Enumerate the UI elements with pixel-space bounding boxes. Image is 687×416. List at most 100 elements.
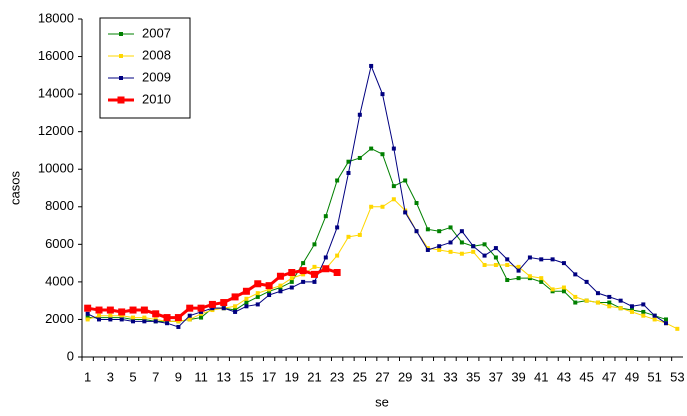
point xyxy=(437,247,442,252)
point xyxy=(448,225,453,230)
y-tick-label: 12000 xyxy=(38,123,74,138)
point xyxy=(505,262,510,267)
point xyxy=(493,255,498,260)
x-tick-label: 39 xyxy=(511,369,525,384)
x-tick-label: 9 xyxy=(175,369,182,384)
point xyxy=(527,274,532,279)
point xyxy=(539,279,544,284)
x-tick-label: 41 xyxy=(534,369,548,384)
point xyxy=(369,63,374,68)
point xyxy=(323,255,328,260)
point xyxy=(459,229,464,234)
point xyxy=(289,276,294,281)
point xyxy=(163,314,171,322)
point xyxy=(663,321,668,326)
point xyxy=(527,255,532,260)
point xyxy=(391,197,396,202)
legend-label: 2009 xyxy=(142,69,171,84)
x-tick-label: 3 xyxy=(107,369,114,384)
point xyxy=(187,317,192,322)
series-line xyxy=(87,64,667,328)
point xyxy=(516,264,521,269)
point xyxy=(391,184,396,189)
point xyxy=(414,201,419,206)
point xyxy=(335,178,340,183)
point xyxy=(403,178,408,183)
point xyxy=(652,313,657,318)
point xyxy=(539,257,544,262)
legend-marker xyxy=(119,54,123,58)
x-tick-label: 17 xyxy=(262,369,276,384)
x-tick-label: 43 xyxy=(557,369,571,384)
y-tick-label: 16000 xyxy=(38,48,74,63)
point xyxy=(267,287,272,292)
point xyxy=(210,306,215,311)
point xyxy=(493,246,498,251)
point xyxy=(323,214,328,219)
point xyxy=(516,268,521,273)
point xyxy=(391,146,396,151)
point xyxy=(369,204,374,209)
point xyxy=(233,304,238,309)
point xyxy=(255,302,260,307)
point xyxy=(119,313,124,318)
point xyxy=(346,159,351,164)
point xyxy=(84,304,92,312)
x-tick-label: 31 xyxy=(421,369,435,384)
point xyxy=(573,300,578,305)
point xyxy=(550,287,555,292)
point xyxy=(584,279,589,284)
point xyxy=(380,204,385,209)
point xyxy=(208,300,216,308)
point xyxy=(346,170,351,175)
x-tick-label: 23 xyxy=(330,369,344,384)
point xyxy=(641,309,646,314)
point xyxy=(369,146,374,151)
point xyxy=(312,242,317,247)
point xyxy=(265,282,273,290)
point xyxy=(312,279,317,284)
legend-marker xyxy=(119,76,123,80)
point xyxy=(505,278,510,283)
point xyxy=(142,319,147,324)
point xyxy=(288,269,296,276)
point xyxy=(482,262,487,267)
point xyxy=(176,319,181,324)
point xyxy=(255,291,260,296)
point xyxy=(629,304,634,309)
point xyxy=(267,293,272,298)
point xyxy=(278,289,283,294)
point xyxy=(471,244,476,249)
point xyxy=(482,242,487,247)
x-tick-label: 51 xyxy=(647,369,661,384)
point xyxy=(550,257,555,262)
point xyxy=(561,261,566,266)
x-tick-label: 13 xyxy=(217,369,231,384)
x-tick-label: 49 xyxy=(625,369,639,384)
y-tick-label: 10000 xyxy=(38,161,74,176)
point xyxy=(380,92,385,97)
point xyxy=(187,313,192,318)
point xyxy=(108,317,113,322)
point xyxy=(414,229,419,234)
point xyxy=(607,304,612,309)
point xyxy=(85,311,90,316)
point xyxy=(652,317,657,322)
x-tick-label: 53 xyxy=(670,369,684,384)
point xyxy=(607,300,612,305)
point xyxy=(425,227,430,232)
point xyxy=(459,240,464,245)
point xyxy=(618,306,623,311)
point xyxy=(119,317,124,322)
point xyxy=(220,299,228,307)
point xyxy=(310,270,318,278)
y-tick-label: 8000 xyxy=(45,198,74,213)
x-tick-label: 1 xyxy=(84,369,91,384)
point xyxy=(561,285,566,290)
point xyxy=(641,313,646,318)
point xyxy=(233,309,238,314)
x-tick-label: 27 xyxy=(375,369,389,384)
point xyxy=(539,276,544,281)
y-tick-label: 2000 xyxy=(45,311,74,326)
point xyxy=(152,310,160,318)
